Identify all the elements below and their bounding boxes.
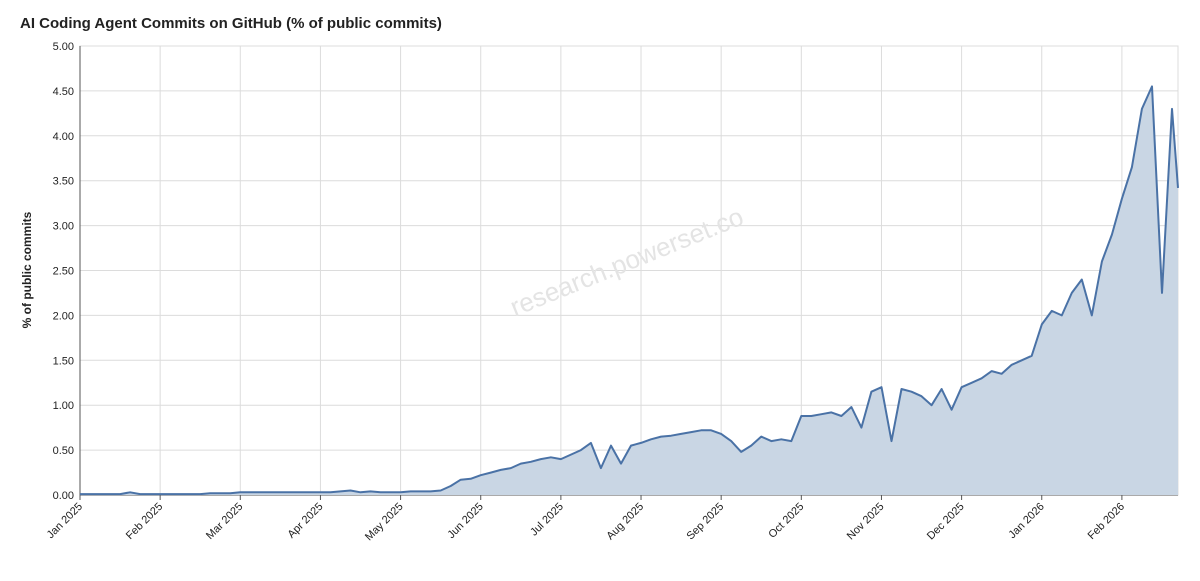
x-tick-label: Dec 2025	[925, 501, 967, 543]
x-tick-label: Feb 2026	[1086, 501, 1127, 542]
x-tick-label: May 2025	[363, 501, 406, 544]
y-tick-label: 3.50	[53, 176, 74, 188]
x-tick-label: Apr 2025	[285, 501, 325, 541]
y-tick-label: 4.00	[53, 131, 74, 143]
y-tick-label: 1.00	[53, 400, 74, 412]
x-tick-label: Jan 2026	[1006, 501, 1046, 541]
y-tick-label: 2.50	[53, 266, 74, 278]
x-tick-label: Nov 2025	[845, 501, 887, 543]
watermark: research.powerset.co	[506, 201, 748, 322]
y-tick-label: 0.50	[53, 445, 74, 457]
x-tick-label: Jan 2025	[45, 501, 85, 541]
x-tick-label: Jun 2025	[445, 501, 485, 541]
area	[80, 86, 1178, 496]
x-tick-label: Aug 2025	[604, 501, 646, 543]
x-tick-label: Sep 2025	[684, 501, 726, 543]
y-axis-label: % of public commits	[20, 211, 34, 328]
y-tick-label: 5.00	[53, 41, 74, 53]
x-tick-label: Mar 2025	[204, 501, 245, 542]
x-tick-label: Feb 2025	[124, 501, 165, 542]
y-tick-label: 3.00	[53, 221, 74, 233]
y-tick-label: 2.00	[53, 310, 74, 322]
line	[80, 85, 1179, 496]
x-tick-label: Oct 2025	[766, 501, 806, 541]
x-tick-label: Jul 2025	[528, 501, 566, 539]
y-tick-label: 4.50	[53, 86, 74, 98]
y-tick-label: 1.50	[53, 355, 74, 367]
chart-title: AI Coding Agent Commits on GitHub (% of …	[20, 15, 442, 32]
y-tick-label: 0.00	[53, 490, 74, 502]
